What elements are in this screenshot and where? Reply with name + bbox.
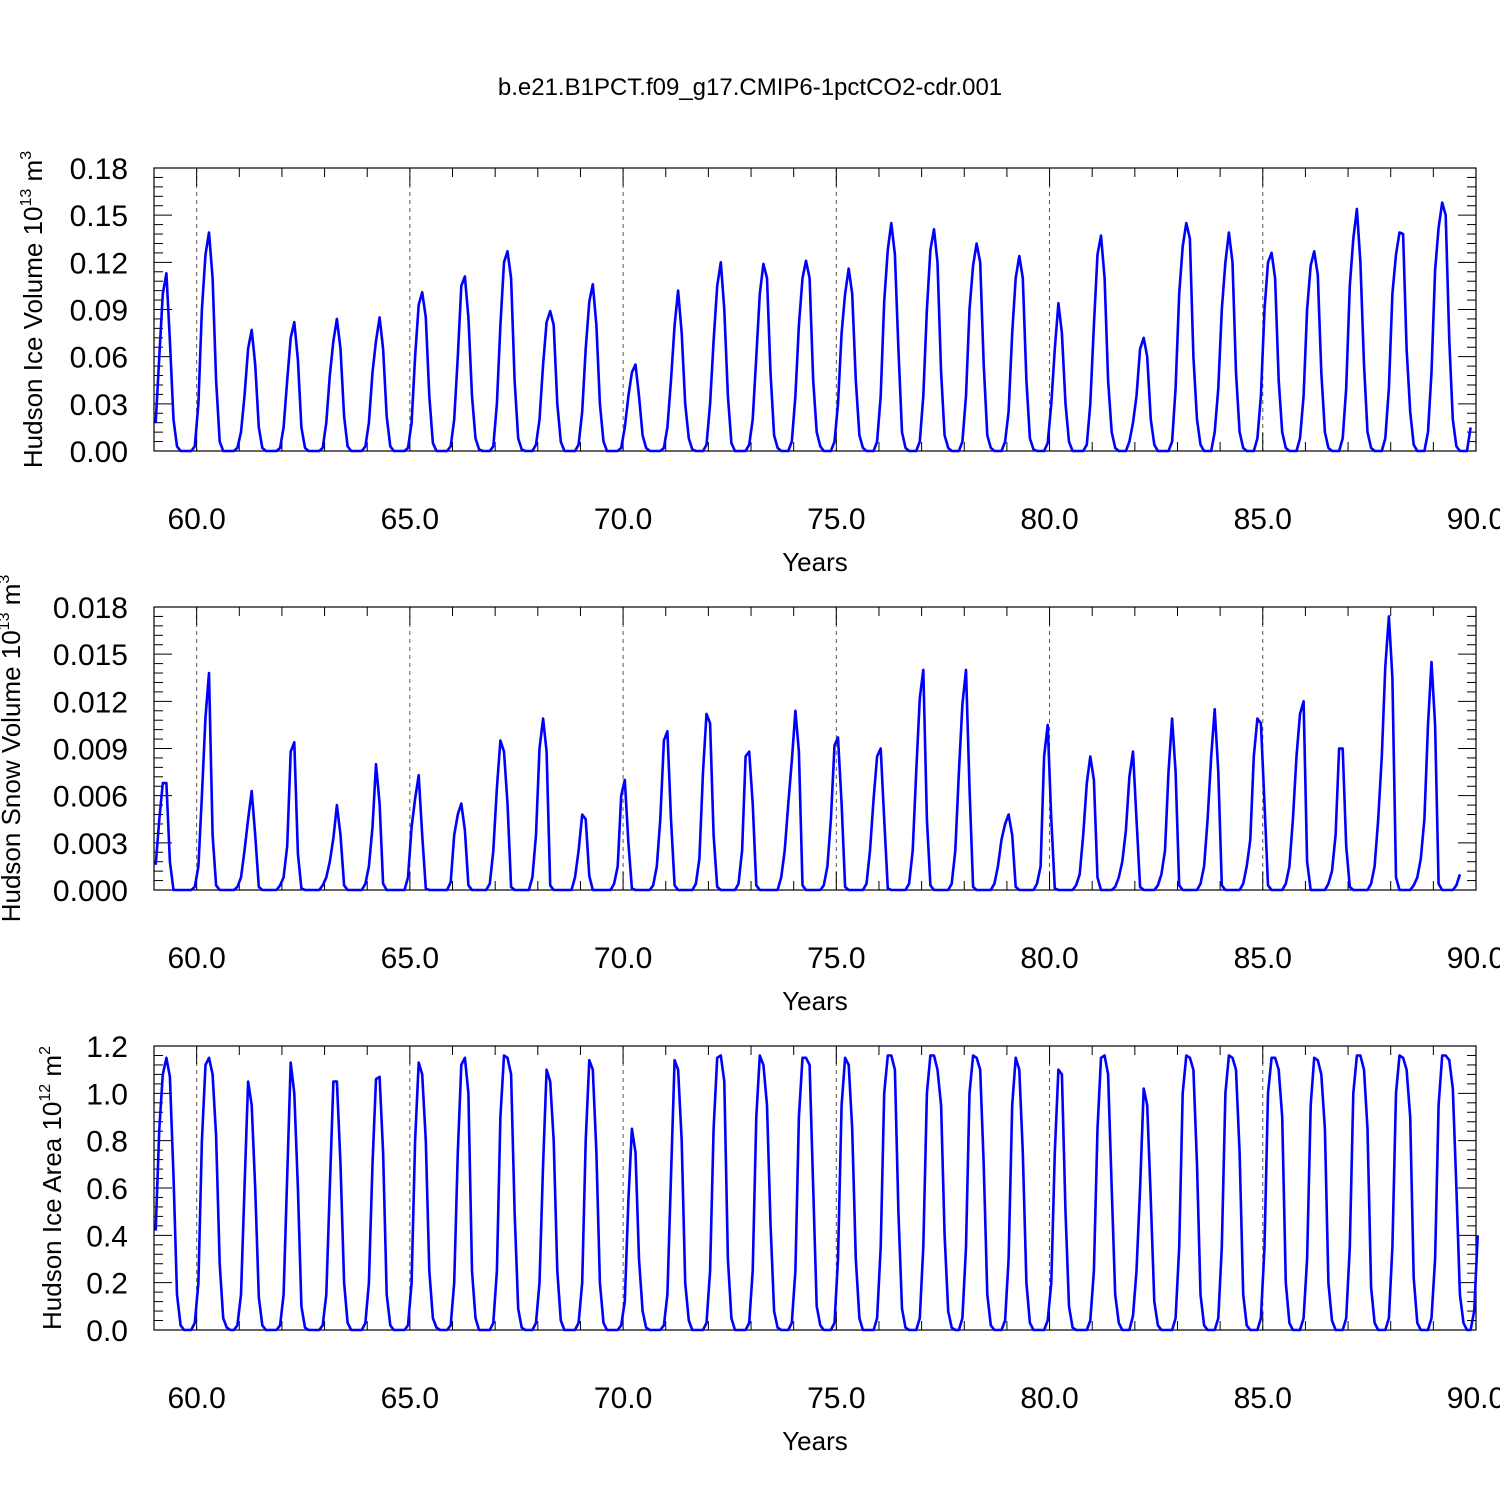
x-tick-label: 80.0 [1020, 503, 1078, 536]
x-tick-label: 80.0 [1020, 942, 1078, 975]
y-tick-label: 0.03 [70, 389, 128, 422]
x-axis-label: Years [782, 986, 848, 1016]
series-line [154, 201, 1472, 453]
y-tick-label: 0.000 [53, 875, 128, 908]
panel-3: 60.0 65.0 70.0 75.0 80.0 85.0 90.0 0.0 0.2 0.4 0.6… [37, 1031, 1500, 1456]
y-tick-label: 0.15 [70, 200, 128, 233]
x-axis-label: Years [782, 1426, 848, 1456]
y-tick-label: 0.09 [70, 295, 128, 328]
y-tick-label: 1.0 [86, 1078, 128, 1111]
y-tick-label: 0.018 [53, 592, 128, 625]
series-line [154, 615, 1462, 892]
x-tick-label: 65.0 [381, 503, 439, 536]
panel-2: 60.0 65.0 70.0 75.0 80.0 85.0 90.0 0.000 0.003 0.… [0, 575, 1500, 1016]
y-axis-label-part: m [18, 160, 48, 189]
x-tick-label: 60.0 [167, 503, 225, 536]
y-tick-label: 0.4 [86, 1220, 128, 1253]
x-tick-label: 65.0 [381, 1382, 439, 1415]
y-tick-label: 0.00 [70, 436, 128, 469]
x-tick-label: 85.0 [1234, 942, 1292, 975]
x-tick-label: 90.0 [1447, 942, 1500, 975]
y-axis-label-superscript: 13 [18, 189, 35, 207]
x-tick-label: 90.0 [1447, 1382, 1500, 1415]
x-tick-label: 65.0 [381, 942, 439, 975]
y-axis-label-part: Hudson Ice Area 10 [37, 1102, 67, 1330]
y-axis-label-superscript: 2 [37, 1046, 54, 1055]
x-tick-label: 90.0 [1447, 503, 1500, 536]
y-tick-label: 0.8 [86, 1126, 128, 1159]
y-axis-label-part: m [37, 1055, 67, 1084]
y-axis-label-superscript: 12 [37, 1084, 54, 1102]
series-line [154, 1054, 1479, 1332]
x-tick-label: 60.0 [167, 1382, 225, 1415]
y-tick-label: 0.0 [86, 1315, 128, 1348]
x-tick-label: 60.0 [167, 942, 225, 975]
y-axis-label-part: Hudson Ice Volume 10 [18, 206, 48, 468]
x-tick-label: 70.0 [594, 1382, 652, 1415]
x-tick-label: 85.0 [1234, 1382, 1292, 1415]
y-axis-label-superscript: 3 [18, 151, 35, 160]
y-tick-label: 0.12 [70, 247, 128, 280]
x-tick-label: 75.0 [807, 942, 865, 975]
y-tick-label: 0.6 [86, 1173, 128, 1206]
y-tick-label: 0.06 [70, 342, 128, 375]
y-tick-label: 0.012 [53, 686, 128, 719]
y-tick-label: 0.015 [53, 639, 128, 672]
y-axis-label-superscript: 13 [0, 612, 13, 630]
plot-frame [153, 606, 1477, 891]
x-tick-label: 70.0 [594, 942, 652, 975]
main-title: b.e21.B1PCT.f09_g17.CMIP6-1pctCO2-cdr.00… [498, 74, 1002, 101]
y-tick-label: 1.2 [86, 1031, 128, 1064]
y-tick-label: 0.003 [53, 828, 128, 861]
y-tick-label: 0.006 [53, 781, 128, 814]
y-tick-label: 0.009 [53, 734, 128, 767]
x-axis-label: Years [782, 547, 848, 577]
y-tick-label: 0.2 [86, 1268, 128, 1301]
x-tick-label: 75.0 [807, 1382, 865, 1415]
y-axis-label-part: Hudson Snow Volume 10 [0, 630, 26, 922]
x-tick-label: 80.0 [1020, 1382, 1078, 1415]
y-tick-label: 0.18 [70, 153, 128, 186]
y-axis-label: Hudson Snow Volume 1013 m3 [0, 575, 26, 923]
panel-1: 60.0 65.0 70.0 75.0 80.0 85.0 90.0 0.00 0.03 0.06… [18, 151, 1500, 577]
x-tick-label: 70.0 [594, 503, 652, 536]
y-axis-label-superscript: 3 [0, 575, 13, 584]
y-axis-label: Hudson Ice Area 1012 m2 [37, 1046, 67, 1330]
y-axis-label: Hudson Ice Volume 1013 m3 [18, 151, 48, 468]
x-tick-label: 75.0 [807, 503, 865, 536]
x-tick-label: 85.0 [1234, 503, 1292, 536]
y-axis-label-part: m [0, 584, 26, 613]
